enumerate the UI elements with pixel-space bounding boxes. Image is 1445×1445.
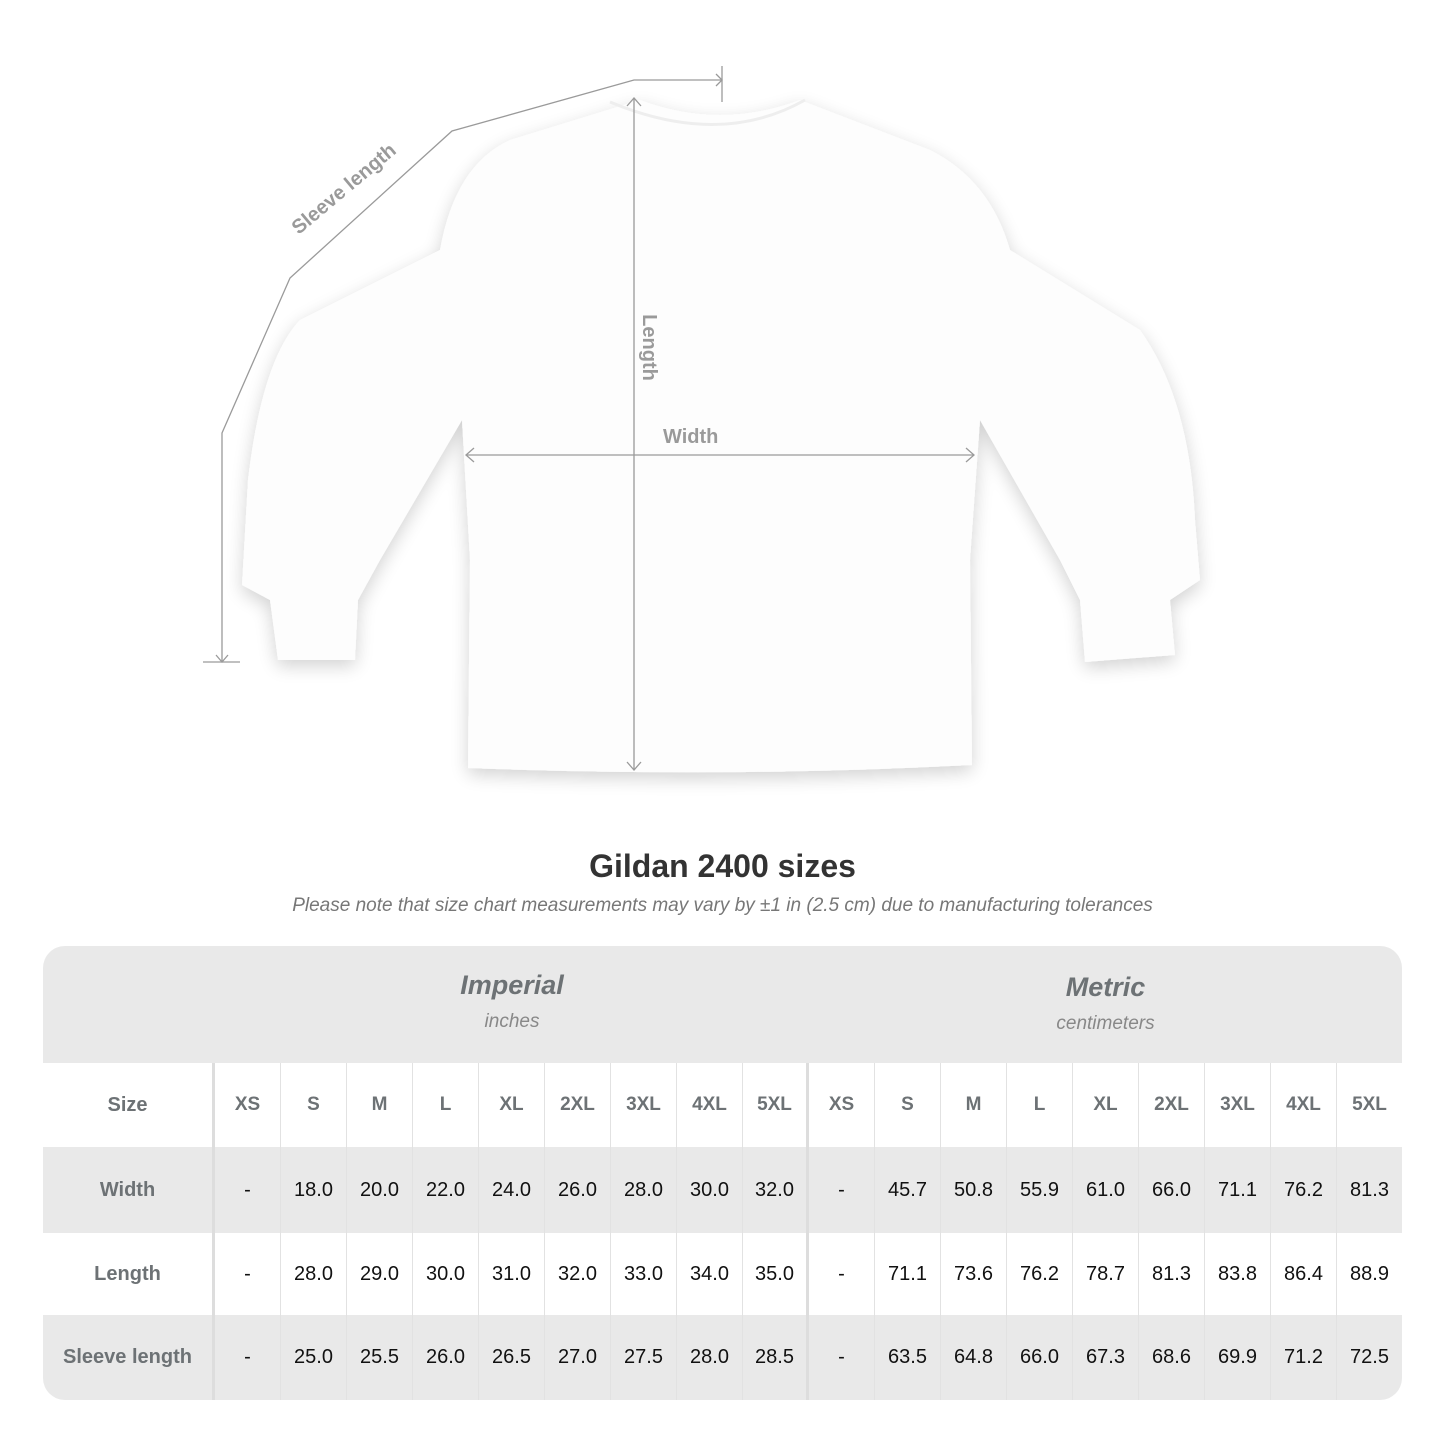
imperial-value-cell: 18.0 — [281, 1147, 347, 1233]
imperial-value-cell: 32.0 — [743, 1147, 809, 1233]
row-label: Width — [43, 1147, 215, 1233]
size-metric-header: 3XL — [1205, 1063, 1271, 1147]
metric-header: Metric centimeters — [809, 946, 1402, 1063]
imperial-value-cell: 28.0 — [611, 1147, 677, 1233]
table-row: Length -28.0 29.0 30.0 31.0 32.0 33.0 34.0 35.0-… — [43, 1233, 1402, 1315]
size-header-row: Size XS S M L XL 2XL 3XL 4XL 5XL XS S M L XL 2XL 3XL 4XL 5… — [43, 1063, 1402, 1147]
metric-value-cell: 72.5 — [1350, 1346, 1389, 1368]
size-metric-header: 4XL — [1271, 1063, 1337, 1147]
page-title: Gildan 2400 sizes — [589, 848, 856, 884]
metric-value-cell: 66.0 — [1139, 1147, 1205, 1233]
size-imperial-header: M — [347, 1063, 413, 1147]
imperial-value-cell: 31.0 — [479, 1233, 545, 1315]
imperial-value-cell: 22.0 — [413, 1147, 479, 1233]
metric-value-cell: - — [809, 1315, 875, 1400]
metric-value-cell: 86.4 — [1271, 1233, 1337, 1315]
imperial-value-cell: 20.0 — [347, 1147, 413, 1233]
metric-value-cell: 68.6 — [1139, 1315, 1205, 1400]
imperial-value-cell: 34.0 — [677, 1233, 743, 1315]
size-imperial-header: 4XL — [677, 1063, 743, 1147]
imperial-value-cell: - — [215, 1233, 281, 1315]
metric-unit: centimeters — [1056, 1013, 1155, 1034]
metric-value-cell: 88.9 — [1350, 1262, 1389, 1285]
units-header — [43, 946, 1402, 1063]
metric-value-cell: - — [809, 1233, 875, 1315]
metric-value-cell: 76.2 — [1007, 1233, 1073, 1315]
metric-value-cell: - — [809, 1147, 875, 1233]
imperial-value-cell: 30.0 — [413, 1233, 479, 1315]
size-header-label: Size — [43, 1063, 215, 1147]
size-metric-header: XS — [809, 1063, 875, 1147]
metric-value-cell: 45.7 — [875, 1147, 941, 1233]
metric-value-cell: 67.3 — [1073, 1315, 1139, 1400]
imperial-title: Imperial — [460, 970, 564, 1000]
imperial-value-cell: 30.0 — [677, 1147, 743, 1233]
size-metric-header: L — [1007, 1063, 1073, 1147]
imperial-value-cell: - — [215, 1147, 281, 1233]
imperial-value-cell: 25.5 — [347, 1315, 413, 1400]
imperial-value-cell: 26.0 — [413, 1315, 479, 1400]
table-row: Width -18.0 20.0 22.0 24.0 26.0 28.0 30.0 32.0-4… — [43, 1147, 1402, 1233]
imperial-value-cell: 27.0 — [545, 1315, 611, 1400]
imperial-value-cell: 25.0 — [281, 1315, 347, 1400]
length-label: Length — [637, 314, 660, 381]
imperial-value-cell: 28.5 — [743, 1315, 809, 1400]
metric-value-cell: 83.8 — [1205, 1233, 1271, 1315]
metric-value-cell: 64.8 — [941, 1315, 1007, 1400]
imperial-header: Imperial inches — [215, 946, 809, 1063]
size-table: Imperial inches Metric centimeters Size X… — [43, 946, 1402, 1400]
tolerance-note: Please note that size chart measurements… — [292, 895, 1153, 916]
row-label: Length — [43, 1233, 215, 1315]
sleeve-length-line — [221, 79, 722, 662]
width-label: Width — [663, 426, 719, 448]
imperial-value-cell: 27.5 — [611, 1315, 677, 1400]
table-row: Sleeve length -25.0 25.5 26.0 26.5 27.0 27.5 28… — [43, 1315, 1402, 1400]
size-metric-header: 5XL — [1352, 1094, 1387, 1115]
metric-value-cell: 50.8 — [941, 1147, 1007, 1233]
size-imperial-header: XL — [479, 1063, 545, 1147]
metric-value-cell: 81.3 — [1139, 1233, 1205, 1315]
row-label: Sleeve length — [43, 1315, 215, 1400]
size-imperial-header: XS — [215, 1063, 281, 1147]
imperial-value-cell: 24.0 — [479, 1147, 545, 1233]
metric-value-cell: 71.1 — [1205, 1147, 1271, 1233]
size-metric-header: 2XL — [1139, 1063, 1205, 1147]
imperial-value-cell: 26.5 — [479, 1315, 545, 1400]
imperial-value-cell: 33.0 — [611, 1233, 677, 1315]
metric-value-cell: 63.5 — [875, 1315, 941, 1400]
shirt-measurement-diagram — [203, 66, 1200, 773]
metric-value-cell: 66.0 — [1007, 1315, 1073, 1400]
imperial-value-cell: 32.0 — [545, 1233, 611, 1315]
size-imperial-header: S — [281, 1063, 347, 1147]
imperial-value-cell: - — [215, 1315, 281, 1400]
imperial-value-cell: 26.0 — [545, 1147, 611, 1233]
size-metric-header: S — [875, 1063, 941, 1147]
metric-value-cell: 73.6 — [941, 1233, 1007, 1315]
metric-value-cell: 71.1 — [875, 1233, 941, 1315]
size-imperial-header: L — [413, 1063, 479, 1147]
metric-title: Metric — [1065, 972, 1146, 1002]
imperial-value-cell: 29.0 — [347, 1233, 413, 1315]
imperial-value-cell: 28.0 — [677, 1315, 743, 1400]
metric-value-cell: 69.9 — [1205, 1315, 1271, 1400]
size-metric-header: XL — [1073, 1063, 1139, 1147]
metric-value-cell: 78.7 — [1073, 1233, 1139, 1315]
size-imperial-header: 5XL — [743, 1063, 809, 1147]
metric-value-cell: 71.2 — [1271, 1315, 1337, 1400]
metric-value-cell: 76.2 — [1271, 1147, 1337, 1233]
size-imperial-header: 3XL — [611, 1063, 677, 1147]
metric-value-cell: 81.3 — [1350, 1178, 1389, 1201]
shirt-image — [242, 100, 1200, 773]
imperial-value-cell: 28.0 — [281, 1233, 347, 1315]
imperial-value-cell: 35.0 — [743, 1233, 809, 1315]
imperial-unit: inches — [484, 1011, 540, 1032]
metric-value-cell: 55.9 — [1007, 1147, 1073, 1233]
size-metric-header: M — [941, 1063, 1007, 1147]
metric-value-cell: 61.0 — [1073, 1147, 1139, 1233]
size-imperial-header: 2XL — [545, 1063, 611, 1147]
